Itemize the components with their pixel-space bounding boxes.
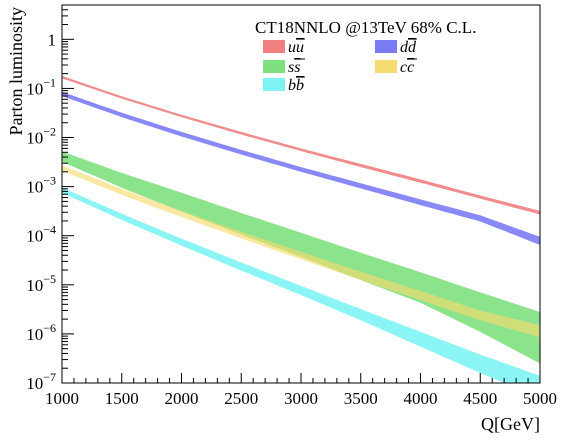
legend-item-b: bb: [263, 76, 305, 94]
legend-swatch: [263, 40, 285, 53]
legend-item-d: dd: [375, 38, 417, 56]
band-s-series: [62, 151, 540, 364]
legend-label: dd: [400, 39, 417, 56]
y-tick-label: 1: [48, 30, 57, 49]
y-tick-label: 10−5: [26, 272, 56, 295]
x-tick-label: 3000: [284, 389, 318, 408]
x-axis-label: Q[GeV]: [481, 414, 540, 434]
y-axis: 10−7 10−6 10−5 10−4 10−3 10−2 10−1 1: [26, 4, 74, 393]
x-tick-label: 2000: [165, 389, 199, 408]
x-tick-label: 4000: [404, 389, 438, 408]
x-axis: 1000 1500 2000 2500 3000 3500 4000 4500 5000: [45, 373, 557, 408]
legend-label: bb: [288, 77, 304, 94]
x-tick-label: 1000: [45, 389, 79, 408]
band-d-series: [62, 91, 540, 245]
x-tick-label: 5000: [523, 389, 557, 408]
x-tick-label: 1500: [105, 389, 139, 408]
legend-item-u: uu: [263, 38, 305, 56]
y-tick-label: 10−3: [26, 174, 56, 197]
legend-swatch: [263, 60, 285, 73]
y-axis-label: Parton luminosity: [6, 7, 26, 136]
chart-title: CT18NNLO @13TeV 68% C.L.: [255, 18, 476, 37]
x-tick-label: 4500: [463, 389, 497, 408]
legend-swatch: [263, 78, 285, 91]
band-b-series: [62, 187, 540, 383]
luminosity-bands: [62, 75, 540, 383]
legend-swatch: [375, 40, 397, 53]
legend: uu dd ss cc bb: [263, 38, 417, 94]
legend-label: uu: [288, 39, 304, 56]
x-tick-label: 2500: [224, 389, 258, 408]
y-tick-label: 10−4: [26, 223, 56, 246]
band-c-series: [62, 165, 540, 338]
y-tick-label: 10−2: [26, 125, 56, 148]
legend-item-s: ss: [263, 58, 305, 76]
y-tick-label: 10−1: [26, 75, 56, 98]
x-tick-label: 3500: [344, 389, 378, 408]
legend-label: cc: [400, 59, 414, 76]
y-tick-label: 10−6: [26, 321, 56, 344]
legend-label: ss: [288, 59, 300, 76]
legend-item-c: cc: [375, 58, 417, 76]
legend-swatch: [375, 60, 397, 73]
band-u-series: [62, 75, 540, 215]
y-tick-label: 10−7: [26, 370, 56, 393]
